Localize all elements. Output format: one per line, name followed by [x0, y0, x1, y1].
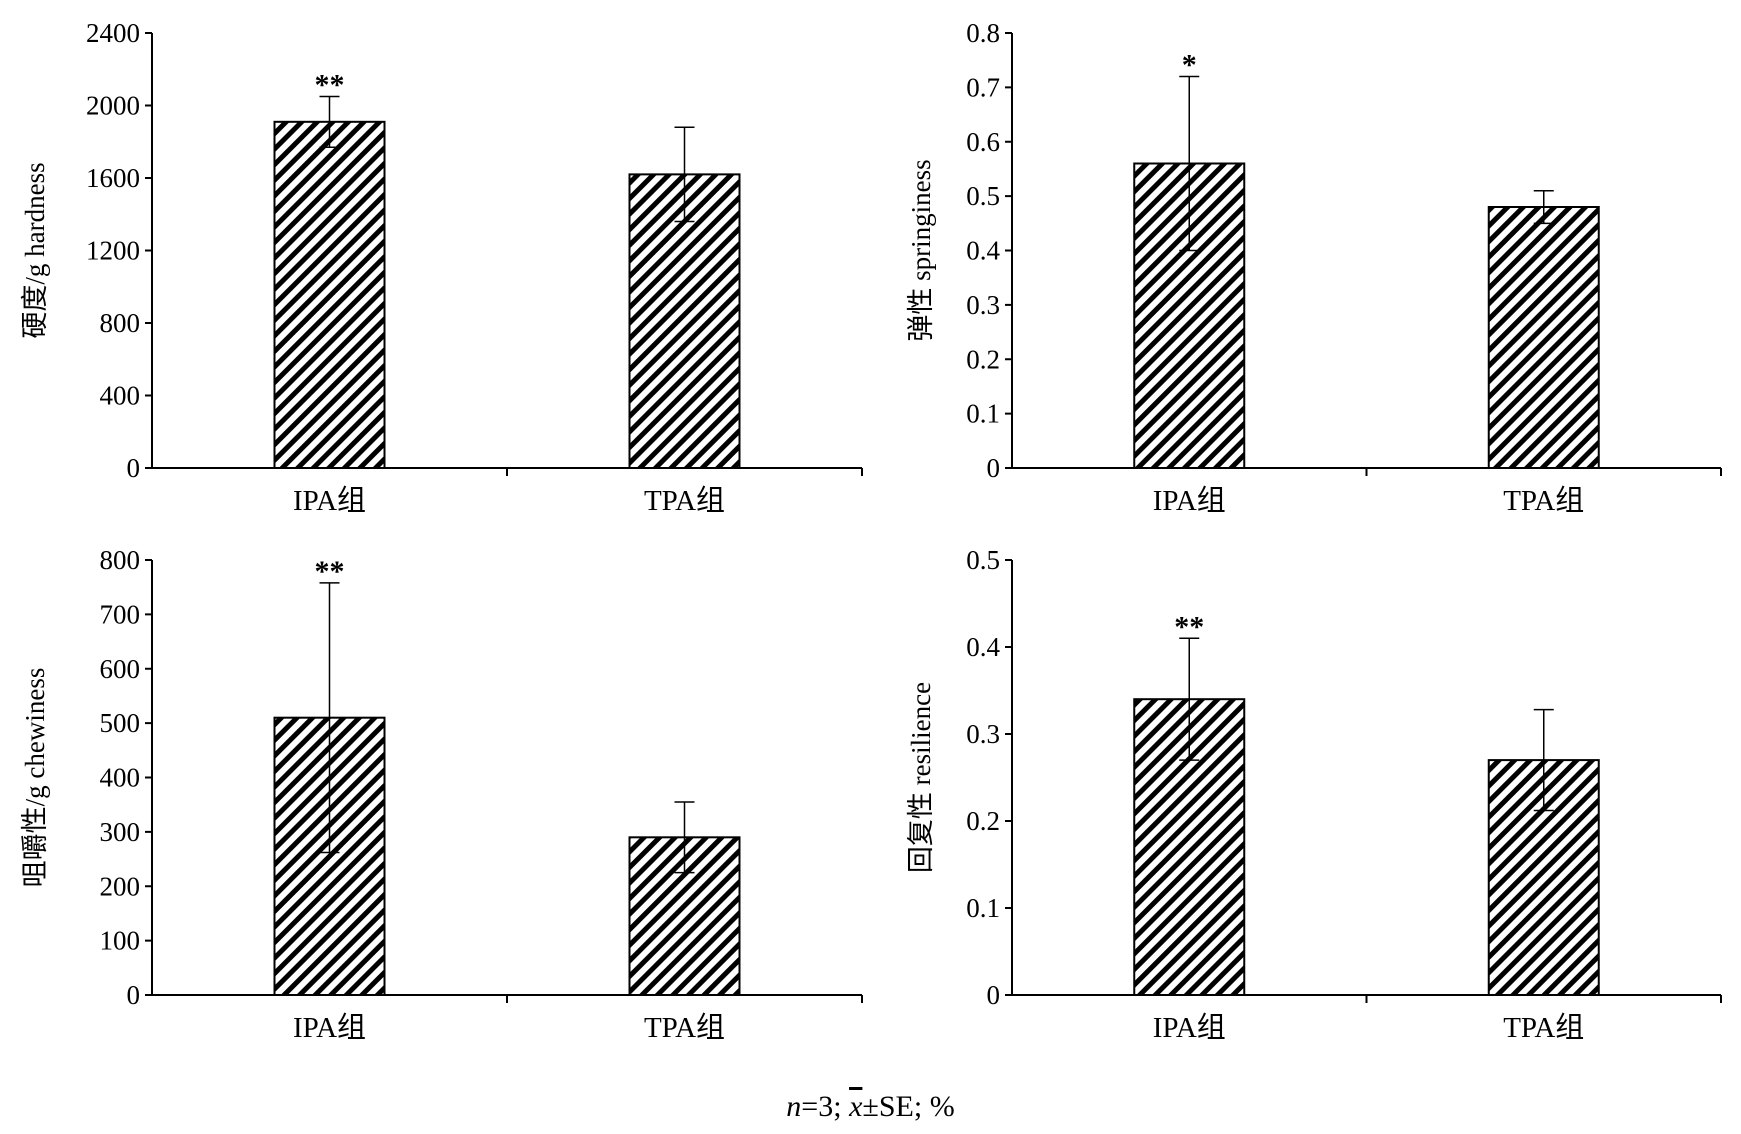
y-tick-label: 0.4 — [966, 632, 1000, 662]
y-tick-label: 0 — [987, 980, 1001, 1010]
y-tick-label: 0.1 — [966, 399, 1000, 429]
footnote-n: n — [786, 1090, 802, 1123]
y-tick-label: 100 — [100, 926, 141, 956]
y-tick-label: 0 — [987, 453, 1001, 483]
y-axis-title: 硬度/g hardness — [20, 162, 50, 338]
category-label: TPA组 — [1503, 1011, 1584, 1044]
category-label: IPA组 — [1153, 484, 1226, 517]
category-label: TPA组 — [1503, 484, 1584, 517]
y-tick-label: 0.1 — [966, 893, 1000, 923]
bar — [628, 173, 741, 469]
footnote-n-value: =3; — [801, 1090, 850, 1123]
chart-springiness: 0 0.1 0.2 0.3 0.4 0.5 0.6 0.7 0.8 * IPA组 TPA组 弹性 spr… — [906, 18, 1722, 517]
y-tick-label: 0.8 — [966, 18, 1000, 48]
bar — [1487, 206, 1600, 469]
category-label: IPA组 — [293, 1011, 366, 1044]
y-tick-label: 0.7 — [966, 72, 1000, 102]
y-axis-title: 回复性 resilience — [906, 682, 936, 873]
y-tick-label: 500 — [100, 708, 141, 738]
significance-label: ** — [315, 68, 345, 101]
y-tick-label: 1600 — [86, 163, 140, 193]
y-axis-title: 咀嚼性/g chewiness — [20, 668, 50, 888]
significance-label: * — [1182, 49, 1197, 82]
chart-chewiness: 0 100 200 300 400 500 600 700 800 ** IPA组 TPA组 咀嚼性/g… — [20, 545, 863, 1044]
y-tick-label: 1200 — [86, 236, 140, 266]
bar — [273, 120, 386, 469]
y-tick-label: 800 — [100, 308, 141, 338]
y-tick-label: 700 — [100, 599, 141, 629]
y-tick-label: 0.6 — [966, 127, 1000, 157]
chart-hardness: 0 400 800 1200 1600 2000 2400 ** IPA组 TPA组 硬度/g ha… — [20, 18, 863, 517]
y-tick-label: 800 — [100, 545, 141, 575]
y-tick-label: 200 — [100, 871, 141, 901]
chart-resilience: 0 0.1 0.2 0.3 0.4 0.5 ** IPA组 TPA组 回复性 resilience — [906, 545, 1722, 1044]
y-tick-label: 300 — [100, 817, 141, 847]
y-tick-label: 400 — [100, 763, 141, 793]
y-tick-label: 0.5 — [966, 181, 1000, 211]
category-label: IPA组 — [1153, 1011, 1226, 1044]
y-tick-label: 0.2 — [966, 344, 1000, 374]
y-tick-label: 0.3 — [966, 290, 1000, 320]
y-tick-label: 0.4 — [966, 236, 1000, 266]
y-tick-label: 0.2 — [966, 806, 1000, 836]
y-tick-label: 0 — [127, 980, 141, 1010]
footnote-mean-symbol: x — [849, 1090, 863, 1123]
y-tick-label: 2400 — [86, 18, 140, 48]
y-axis-title: 弹性 springiness — [906, 159, 936, 341]
footnote-rest: ±SE; % — [862, 1090, 955, 1123]
category-label: IPA组 — [293, 484, 366, 517]
y-tick-label: 2000 — [86, 91, 140, 121]
y-tick-label: 0.3 — [966, 719, 1000, 749]
figure-footnote: n=3; x±SE; % — [0, 1090, 1741, 1124]
significance-label: ** — [1174, 610, 1204, 643]
significance-label: ** — [315, 555, 345, 588]
category-label: TPA组 — [644, 1011, 725, 1044]
y-tick-label: 0.5 — [966, 545, 1000, 575]
y-tick-label: 600 — [100, 654, 141, 684]
category-label: TPA组 — [644, 484, 725, 517]
y-tick-label: 400 — [100, 381, 141, 411]
y-tick-label: 0 — [127, 453, 141, 483]
